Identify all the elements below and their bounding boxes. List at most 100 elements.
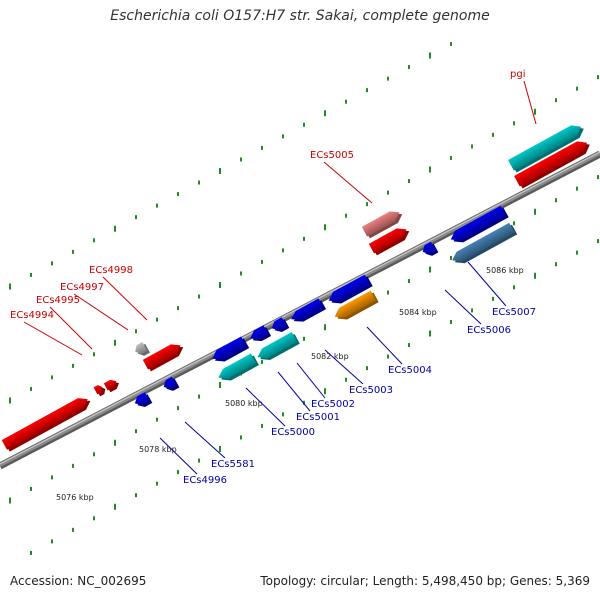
tick-mark [429,266,431,273]
tick-mark [51,375,53,380]
gene-leader-line [467,261,507,307]
tick-mark [9,283,11,290]
tick-mark [72,363,74,368]
tick-mark [345,213,347,218]
tick-mark [303,122,305,127]
gene-leader-line [49,306,93,350]
tick-mark [114,439,116,446]
tick-mark [513,285,515,290]
tick-mark [492,132,494,137]
gene-block [142,344,184,372]
tick-mark [324,388,326,395]
tick-mark [177,192,179,197]
gene-leader-line [277,371,311,412]
tick-mark [261,259,263,264]
tick-mark [93,352,95,357]
gene-arrow [452,222,518,264]
tick-mark [429,52,431,59]
tick-mark [576,86,578,91]
tick-mark [324,224,326,231]
tick-mark [597,175,599,180]
scale-label: 5084 kbp [399,308,437,317]
tick-mark [303,336,305,341]
tick-mark [156,481,158,486]
tick-mark [429,166,431,173]
gene-arrow [134,392,153,407]
tick-mark [450,155,452,160]
gene-arrow [93,385,106,397]
gene-block [514,141,590,189]
scale-label: 5080 kbp [225,399,263,408]
tick-mark [345,377,347,382]
tick-mark [93,238,95,243]
tick-mark [240,157,242,162]
tick-mark [408,179,410,184]
tick-mark [387,190,389,195]
tick-mark [51,475,53,480]
tick-mark [429,330,431,337]
gene-leader-line [159,437,198,475]
tick-mark [450,255,452,260]
tick-mark [177,406,179,411]
tick-mark [450,319,452,324]
tick-mark [219,168,221,174]
gene-label: ECs5004 [388,365,432,376]
tick-mark [198,180,200,185]
tick-mark [534,208,536,215]
tick-mark [387,290,389,295]
tick-mark [555,198,557,203]
gene-label: ECs5001 [296,412,340,423]
gene-block [328,274,373,304]
tick-mark [240,271,242,276]
tick-mark [135,329,137,334]
tick-mark [156,203,158,208]
tick-mark [219,446,221,452]
tick-mark [345,99,347,104]
tick-mark [198,458,200,463]
tick-mark [72,249,74,254]
tick-mark [156,317,158,322]
gene-leader-line [73,293,129,331]
gene-arrow [334,290,379,320]
tick-mark [114,339,116,346]
tick-mark [282,134,284,139]
tick-mark [324,324,326,331]
gene-block [450,205,509,243]
tick-mark [261,145,263,150]
tick-mark [576,250,578,255]
tick-mark [240,435,242,440]
gene-arrow [361,211,403,239]
tick-mark [282,412,284,417]
tick-mark [114,503,116,510]
tick-mark [219,282,221,288]
tick-mark [534,272,536,279]
tick-mark [156,417,158,422]
tick-mark [534,108,536,115]
tick-mark [303,236,305,241]
tick-mark [387,354,389,359]
tick-mark [9,397,11,404]
tick-mark [576,186,578,191]
gene-label: ECs4998 [89,265,133,276]
gene-layer [1,125,590,452]
tick-mark [513,221,515,226]
tick-mark [366,88,368,93]
gene-label: pgi [510,69,525,80]
tick-mark [93,516,95,521]
tick-mark [177,306,179,311]
gene-leader-line [184,421,226,459]
tick-mark [135,429,137,434]
tick-mark [114,225,116,232]
gene-label: ECs5581 [211,459,255,470]
accession-text: Accession: NC_002695 [10,574,147,588]
tick-mark [51,261,53,266]
tick-mark [219,382,221,388]
scale-label: 5082 kbp [311,352,349,361]
gene-block [257,332,300,360]
tick-mark [492,296,494,301]
tick-mark [261,359,263,364]
scale-label: 5076 kbp [56,493,94,502]
tick-mark [408,279,410,284]
tick-mark [324,110,326,117]
